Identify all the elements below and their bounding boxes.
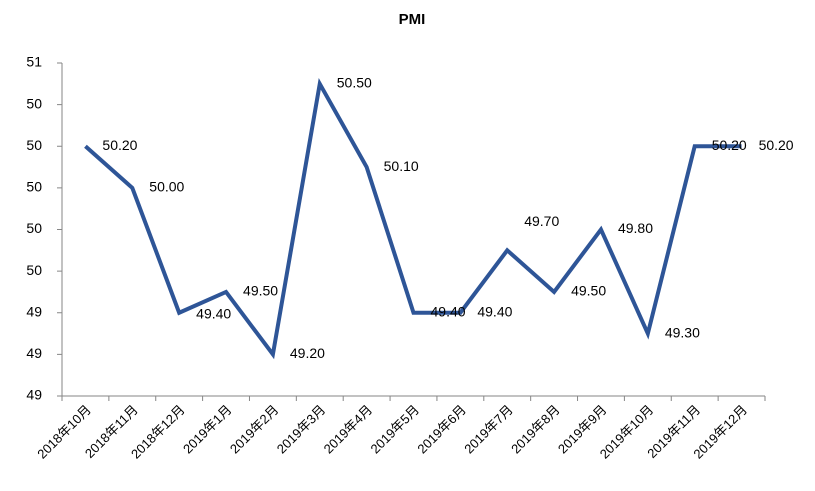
data-label: 49.30 xyxy=(665,324,700,340)
y-tick-label: 51 xyxy=(26,54,42,70)
data-label: 50.20 xyxy=(102,137,137,153)
data-label: 49.20 xyxy=(290,345,325,361)
y-tick-label: 49 xyxy=(26,387,42,403)
data-label: 50.20 xyxy=(712,137,747,153)
y-tick-label: 50 xyxy=(26,179,42,195)
y-tick-label: 50 xyxy=(26,95,42,111)
x-tick-label: 2019年5月 xyxy=(367,402,422,457)
data-label: 49.40 xyxy=(431,303,466,319)
data-label: 49.40 xyxy=(477,303,512,319)
y-tick-label: 49 xyxy=(26,345,42,361)
x-tick-label: 2019年6月 xyxy=(414,402,469,457)
data-label: 50.20 xyxy=(759,137,794,153)
x-tick-label: 2019年4月 xyxy=(321,402,376,457)
chart-title: PMI xyxy=(399,11,426,28)
x-tick-label: 2019年1月 xyxy=(180,402,235,457)
x-tick-label: 2019年2月 xyxy=(227,402,282,457)
data-label: 49.80 xyxy=(618,220,653,236)
x-tick-label: 2019年8月 xyxy=(508,402,563,457)
data-label: 49.50 xyxy=(571,283,606,299)
data-label: 49.70 xyxy=(524,213,559,229)
y-tick-label: 49 xyxy=(26,303,42,319)
data-label: 50.10 xyxy=(384,158,419,174)
x-tick-label: 2019年3月 xyxy=(274,402,329,457)
data-label: 49.40 xyxy=(196,305,231,321)
y-tick-label: 50 xyxy=(26,220,42,236)
data-label: 50.50 xyxy=(337,75,372,91)
x-tick-label: 2019年7月 xyxy=(461,402,516,457)
line xyxy=(84,77,742,360)
data-label: 50.00 xyxy=(149,179,184,195)
y-tick-label: 50 xyxy=(26,262,42,278)
y-tick-label: 50 xyxy=(26,137,42,153)
data-label: 49.50 xyxy=(243,283,278,299)
